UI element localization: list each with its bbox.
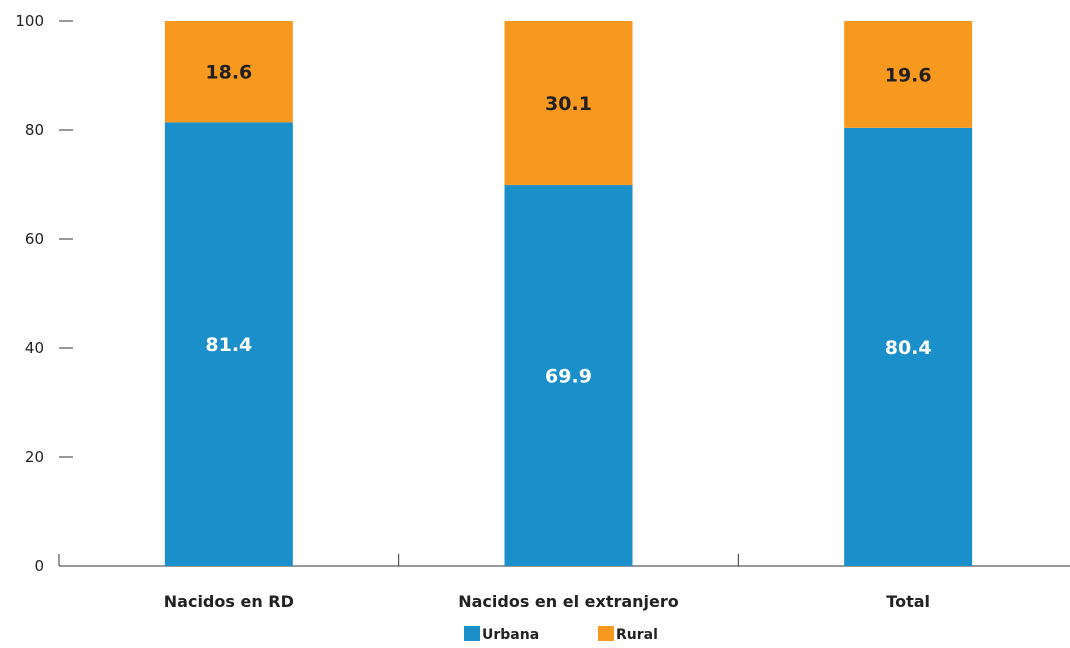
legend-swatch-rural <box>598 626 614 641</box>
legend-swatch-urbana <box>464 626 480 641</box>
bar-segment-urbana <box>504 185 633 567</box>
y-tick-label: 100 <box>15 12 44 30</box>
data-label-rural: 30.1 <box>545 93 592 115</box>
y-tick-label: 80 <box>25 121 44 139</box>
y-tick-label: 60 <box>25 230 44 248</box>
legend-label-rural: Rural <box>616 627 658 643</box>
bar-segment-rural <box>504 21 633 186</box>
x-category-label: Total <box>886 592 930 611</box>
data-label-urbana: 80.4 <box>885 337 932 359</box>
legend-label-urbana: Urbana <box>482 627 539 643</box>
y-tick-label: 0 <box>34 557 44 575</box>
x-category-label: Nacidos en RD <box>164 592 294 611</box>
y-tick-label: 40 <box>25 339 44 357</box>
data-label-rural: 18.6 <box>205 62 252 84</box>
y-tick-label: 20 <box>25 448 44 466</box>
bar-segment-rural <box>844 21 973 128</box>
data-label-rural: 19.6 <box>885 64 932 86</box>
data-label-urbana: 81.4 <box>205 334 252 356</box>
bar-segment-rural <box>164 21 293 123</box>
bar-segment-urbana <box>844 127 973 566</box>
bar-segment-urbana <box>164 122 293 567</box>
data-label-urbana: 69.9 <box>545 366 592 388</box>
x-category-label: Nacidos en el extranjero <box>458 592 679 611</box>
